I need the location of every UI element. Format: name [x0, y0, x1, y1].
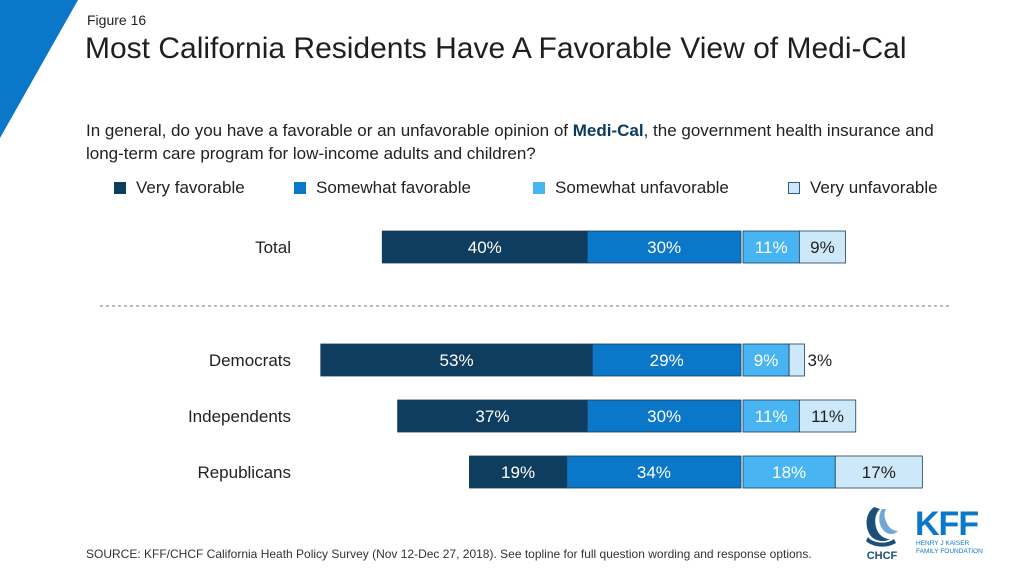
- bar-republicans-somewhat-favorable: [566, 455, 742, 489]
- data-label-democrats-somewhat-favorable: 29%: [650, 351, 684, 370]
- data-label-republicans-somewhat-favorable: 34%: [637, 463, 671, 482]
- data-label-democrats-very-favorable: 53%: [440, 351, 474, 370]
- corner-accent-shape: [0, 0, 78, 138]
- question-text-end: , the government health insurance and lo…: [86, 121, 934, 163]
- question-highlight: Medi-Cal: [572, 121, 644, 140]
- legend-label-somewhat-favorable: Somewhat favorable: [316, 178, 471, 197]
- kff-logo-line1: HENRY J KAISER: [916, 540, 970, 547]
- data-label-total-somewhat-unfavorable: 11%: [755, 238, 788, 257]
- legend-label-somewhat-unfavorable: Somewhat unfavorable: [555, 178, 729, 197]
- bar-democrats-very-unfavorable: [788, 343, 805, 377]
- legend-swatch-somewhat-favorable: [294, 182, 306, 194]
- data-label-republicans-somewhat-unfavorable: 18%: [772, 463, 806, 482]
- bar-independents-somewhat-favorable: [586, 399, 742, 433]
- bar-republicans-somewhat-unfavorable: [742, 455, 836, 489]
- bar-democrats-somewhat-favorable: [591, 343, 742, 377]
- legend-swatch-very-favorable: [114, 182, 126, 194]
- category-label-democrats: Democrats: [209, 351, 291, 370]
- question-text-start: In general, do you have a favorable or a…: [86, 121, 573, 140]
- legend-item-very-favorable: Very favorable: [114, 178, 245, 198]
- data-label-democrats-somewhat-unfavorable: 9%: [754, 351, 779, 370]
- legend-label-very-favorable: Very favorable: [136, 178, 245, 197]
- data-label-independents-very-favorable: 37%: [475, 407, 509, 426]
- legend-item-very-unfavorable: Very unfavorable: [788, 178, 938, 198]
- legend-swatch-somewhat-unfavorable: [533, 182, 545, 194]
- legend-item-somewhat-favorable: Somewhat favorable: [294, 178, 471, 198]
- bar-independents-very-unfavorable: [798, 399, 857, 433]
- legend-swatch-very-unfavorable: [788, 182, 800, 194]
- data-label-independents-very-unfavorable: 11%: [811, 407, 844, 426]
- figure-label: Figure 16: [87, 12, 147, 28]
- data-label-republicans-very-unfavorable: 17%: [862, 463, 896, 482]
- bar-total-very-unfavorable: [798, 230, 846, 264]
- category-label-independents: Independents: [188, 407, 291, 426]
- chcf-logo-text: CHCF: [867, 550, 898, 561]
- bar-total-somewhat-unfavorable: [742, 230, 800, 264]
- legend: Very favorable Somewhat favorable Somewh…: [0, 178, 1024, 200]
- data-label-independents-somewhat-favorable: 30%: [647, 407, 681, 426]
- data-label-democrats-very-unfavorable: 3%: [808, 351, 833, 370]
- bar-total-very-favorable: [381, 230, 588, 264]
- bar-independents-somewhat-unfavorable: [742, 399, 800, 433]
- source-footnote: SOURCE: KFF/CHCF California Heath Policy…: [86, 547, 812, 561]
- bar-republicans-very-favorable: [468, 455, 568, 489]
- bar-democrats-very-favorable: [320, 343, 593, 377]
- chart-title: Most California Residents Have A Favorab…: [85, 32, 907, 65]
- kff-logo-mark: KFF: [915, 505, 978, 543]
- category-label-total: Total: [255, 238, 291, 257]
- bar-republicans-very-unfavorable: [834, 455, 923, 489]
- data-label-total-somewhat-favorable: 30%: [647, 238, 681, 257]
- survey-question: In general, do you have a favorable or a…: [86, 119, 956, 165]
- data-label-total-very-unfavorable: 9%: [810, 238, 835, 257]
- data-label-total-very-favorable: 40%: [468, 238, 502, 257]
- category-label-republicans: Republicans: [197, 463, 291, 482]
- kff-logo-line2: FAMILY FOUNDATION: [916, 548, 983, 555]
- data-label-independents-somewhat-unfavorable: 11%: [755, 407, 788, 426]
- legend-label-very-unfavorable: Very unfavorable: [810, 178, 938, 197]
- bar-independents-very-favorable: [397, 399, 588, 433]
- data-label-republicans-very-favorable: 19%: [501, 463, 535, 482]
- chcf-logo: CHCF: [866, 507, 898, 561]
- bar-total-somewhat-favorable: [586, 230, 742, 264]
- kff-logo: KFF HENRY J KAISER FAMILY FOUNDATION: [915, 505, 983, 555]
- legend-item-somewhat-unfavorable: Somewhat unfavorable: [533, 178, 729, 198]
